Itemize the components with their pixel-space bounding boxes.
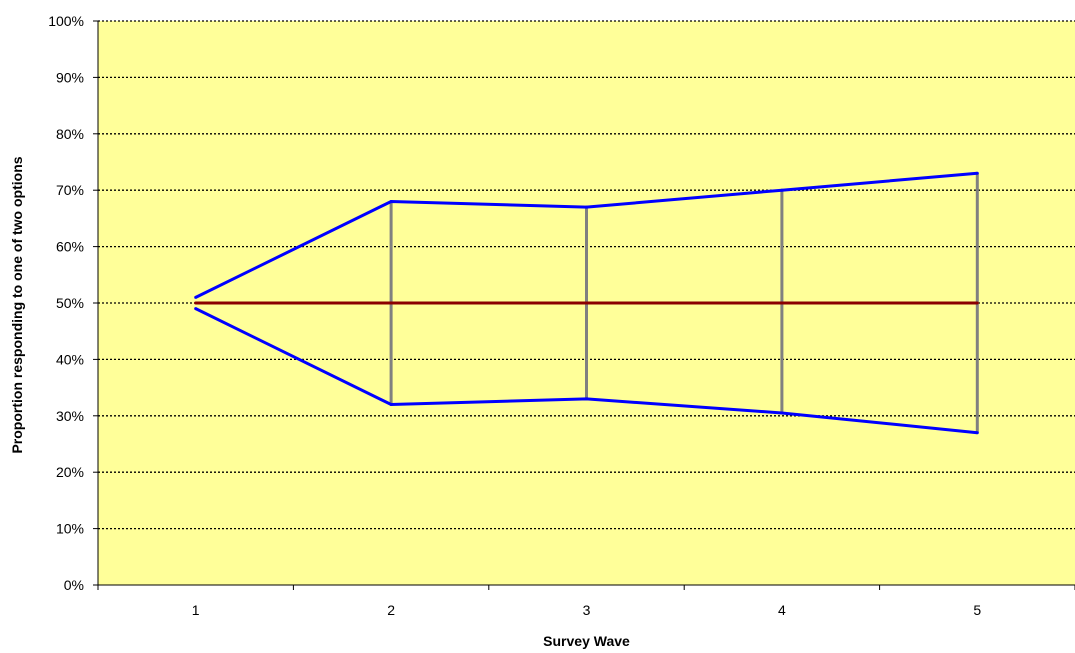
y-tick-label: 50% — [56, 295, 84, 311]
y-tick-label: 100% — [48, 13, 84, 29]
axes — [93, 20, 1075, 590]
x-axis-title: Survey Wave — [543, 633, 630, 649]
y-tick-label: 0% — [64, 577, 84, 593]
y-axis-title: Proportion responding to one of two opti… — [9, 156, 25, 453]
series-2-point — [780, 411, 784, 415]
x-tick-label: 2 — [387, 602, 395, 618]
x-tick-label: 5 — [973, 602, 981, 618]
y-tick-label: 90% — [56, 69, 84, 85]
series-3-point — [780, 301, 784, 305]
series-3-point — [194, 301, 198, 305]
series-lines — [194, 171, 979, 435]
series-2-point — [585, 397, 588, 401]
series-3-point — [389, 301, 393, 305]
x-tick-labels: 1 2 3 4 5 — [192, 602, 982, 618]
x-tick-label: 3 — [583, 602, 591, 618]
y-tick-label: 20% — [56, 464, 84, 480]
y-tick-label: 60% — [56, 239, 84, 255]
series-1-point — [194, 295, 198, 299]
series-3-point — [585, 301, 588, 305]
series-2-point — [389, 403, 393, 407]
series-2-point — [975, 431, 979, 435]
y-tick-label: 30% — [56, 408, 84, 424]
y-tick-label: 10% — [56, 521, 84, 537]
y-tick-label: 80% — [56, 126, 84, 142]
series-1-point — [975, 171, 979, 175]
y-tick-label: 70% — [56, 182, 84, 198]
x-tick-label: 1 — [192, 602, 200, 618]
series-2-point — [194, 307, 198, 311]
y-tick-labels: 0% 10% 20% 30% 40% 50% 60% 70% 80% 90% 100% — [48, 13, 84, 593]
x-tick-label: 4 — [778, 602, 786, 618]
series-1-point — [389, 199, 393, 203]
series-1-point — [780, 188, 784, 192]
series-3-point — [975, 301, 979, 305]
y-tick-label: 40% — [56, 351, 84, 367]
series-1-point — [585, 205, 588, 209]
